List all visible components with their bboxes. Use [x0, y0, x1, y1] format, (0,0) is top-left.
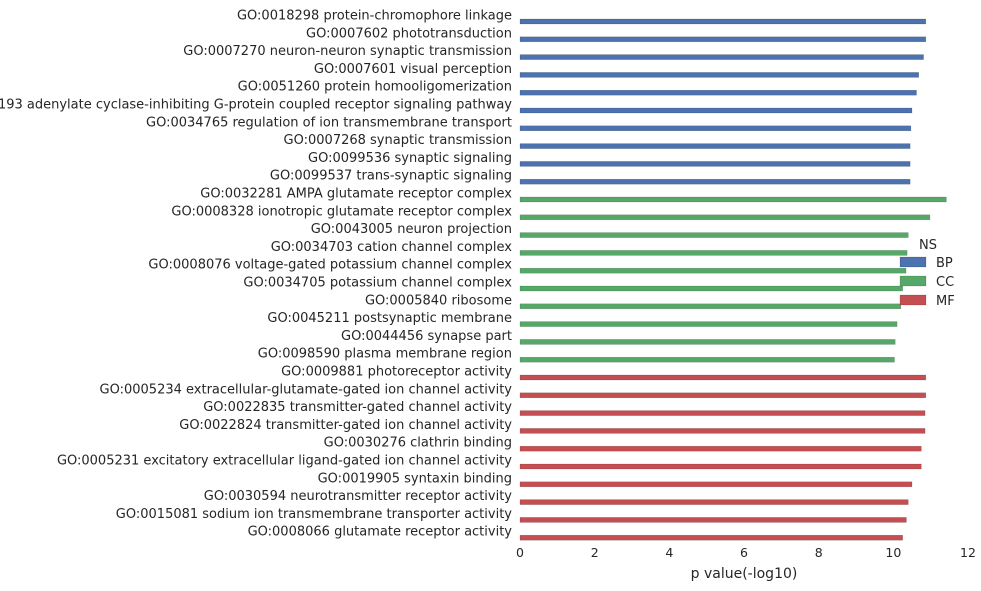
- bar-mf-20: [519, 374, 927, 381]
- category-label: GO:0005840 ribosome: [365, 293, 512, 308]
- category-label: GO:0022824 transmitter-gated ion channel…: [179, 418, 512, 433]
- category-label: GO:0005231 excitatory extracellular liga…: [57, 454, 512, 469]
- category-label: GO:0099536 synaptic signaling: [308, 151, 512, 166]
- x-axis-ticks: 0 2 4 6 8 10 12: [516, 545, 976, 560]
- category-labels: GO:0018298 protein-chromophore linkage GO…: [0, 9, 512, 540]
- bar-bp-8: [519, 161, 911, 167]
- bar-bp-9: [519, 178, 911, 185]
- legend-label-bp: BP: [936, 256, 953, 271]
- category-label: GO:0099537 trans-synaptic signaling: [270, 169, 512, 184]
- category-label: GO:0034765 regulation of ion transmembra…: [146, 115, 512, 130]
- bar-cc-13: [519, 250, 908, 256]
- x-tick-label: 0: [516, 545, 524, 560]
- category-label: GO:0008066 glutamate receptor activity: [248, 525, 513, 540]
- category-label: GO:0034703 cation channel complex: [271, 240, 513, 255]
- legend-label-mf: MF: [936, 294, 955, 309]
- category-label: GO:0022835 transmitter-gated channel act…: [203, 400, 512, 415]
- category-label: GO:0008328 ionotropic glutamate receptor…: [171, 204, 512, 219]
- bar-bp-2: [519, 54, 924, 60]
- x-tick-label: 6: [740, 545, 748, 560]
- legend-label-cc: CC: [936, 275, 954, 290]
- category-label: GO:0043005 neuron projection: [311, 222, 512, 237]
- x-tick-label: 4: [665, 545, 673, 560]
- category-label: GO:0005234 extracellular-glutamate-gated…: [100, 382, 513, 397]
- bar-mf-27: [519, 499, 909, 505]
- category-label: GO:0007270 neuron-neuron synaptic transm…: [183, 44, 512, 59]
- bar-bp-1: [519, 36, 927, 43]
- bar-mf-23: [519, 428, 926, 434]
- category-label: GO:0018298 protein-chromophore linkage: [237, 9, 512, 24]
- bar-bp-4: [519, 89, 917, 96]
- legend-swatch-bp: [899, 256, 927, 268]
- category-label: GO:0007268 synaptic transmission: [284, 133, 512, 148]
- bar-bp-6: [519, 125, 912, 132]
- category-label: GO:0044456 synapse part: [341, 329, 512, 344]
- legend-swatch-mf: [899, 294, 927, 306]
- category-label: GO:0098590 plasma membrane region: [258, 347, 512, 362]
- category-label: GO:0007601 visual perception: [314, 62, 512, 77]
- category-label: GO:0015081 sodium ion transmembrane tran…: [116, 507, 512, 522]
- bar-bp-7: [519, 143, 911, 149]
- bar-mf-26: [519, 481, 913, 488]
- x-tick-label: 8: [815, 545, 823, 560]
- category-label: GO:0019905 syntaxin binding: [318, 471, 512, 486]
- bar-cc-14: [519, 267, 907, 274]
- category-label: GO:0007602 phototransduction: [306, 26, 512, 41]
- bar-bp-0: [519, 18, 927, 25]
- category-label: GO:0030594 neurotransmitter receptor act…: [204, 489, 513, 504]
- x-tick-label: 12: [960, 545, 976, 560]
- category-label: GO:0009881 photoreceptor activity: [281, 365, 512, 380]
- legend-title: NS: [919, 238, 937, 253]
- bar-mf-28: [519, 517, 907, 523]
- bar-mf-29: [519, 534, 903, 541]
- category-label: GO:0008076 voltage-gated potassium chann…: [148, 258, 512, 273]
- bar-cc-18: [519, 339, 896, 345]
- bar-bp-5: [519, 107, 913, 114]
- x-axis-title: p value(-log10): [691, 566, 798, 582]
- category-label: GO:0007193 adenylate cyclase-inhibiting …: [0, 98, 512, 113]
- category-label: GO:0030276 clathrin binding: [324, 436, 512, 451]
- bar-cc-15: [519, 285, 903, 292]
- category-label: GO:0034705 potassium channel complex: [243, 276, 512, 291]
- legend: NS BP CC MF: [899, 238, 955, 309]
- bar-cc-11: [519, 214, 931, 221]
- bar-cc-17: [519, 321, 898, 327]
- bars-group: [519, 18, 947, 541]
- bar-mf-22: [519, 410, 926, 416]
- bar-mf-21: [519, 392, 927, 399]
- x-tick-label: 10: [885, 545, 901, 560]
- category-label: GO:0045211 postsynaptic membrane: [267, 311, 512, 326]
- category-label: GO:0032281 AMPA glutamate receptor compl…: [200, 187, 512, 202]
- x-tick-label: 2: [591, 545, 599, 560]
- bar-bp-3: [519, 72, 919, 78]
- bar-mf-24: [519, 445, 922, 452]
- bar-cc-19: [519, 356, 895, 363]
- legend-swatch-cc: [899, 275, 927, 287]
- bar-cc-10: [519, 196, 947, 203]
- bar-cc-12: [519, 232, 909, 238]
- bar-cc-16: [519, 303, 902, 310]
- category-label: GO:0051260 protein homooligomerization: [238, 80, 512, 95]
- bar-mf-25: [519, 463, 922, 470]
